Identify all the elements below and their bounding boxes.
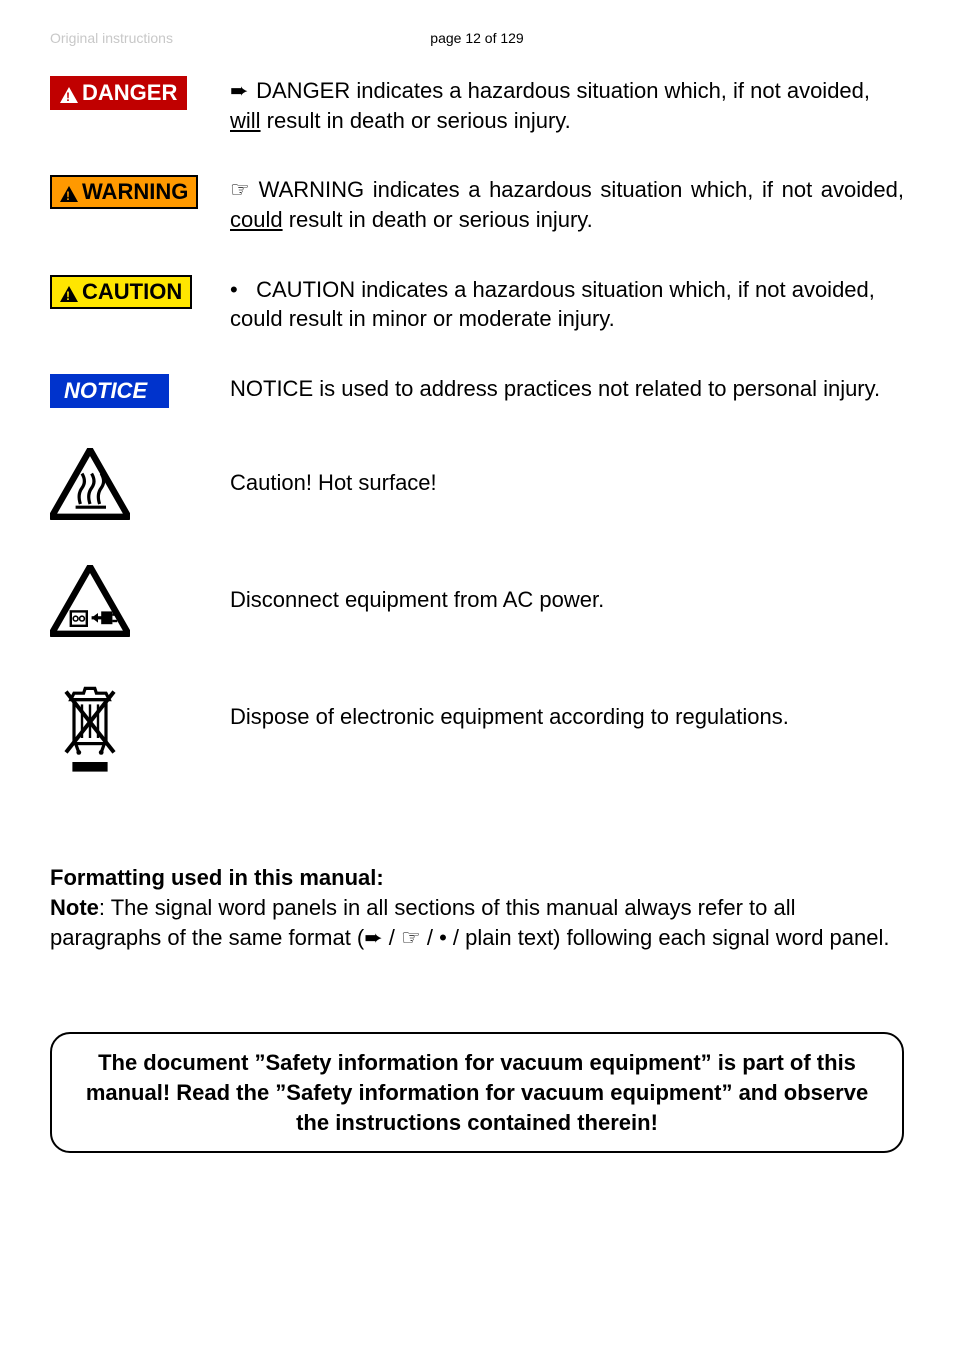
footer-safety-box: The document ”Safety information for vac… bbox=[50, 1032, 904, 1153]
panel-label: CAUTION bbox=[82, 279, 182, 305]
signal-row: NOTICE NOTICE is used to address practice… bbox=[50, 374, 904, 408]
signal-word-panel: NOTICE bbox=[50, 374, 169, 408]
header-left: Original instructions bbox=[50, 30, 173, 46]
exclamation-icon: ! bbox=[66, 289, 70, 303]
symbol-icon-col bbox=[50, 448, 230, 525]
signal-row: ! DANGER ➨ DANGER indicates a hazardous si… bbox=[50, 76, 904, 135]
note-label: Note bbox=[50, 895, 99, 920]
hot-surface-icon bbox=[50, 448, 130, 520]
signal-text: ➨ DANGER indicates a hazardous situation… bbox=[230, 76, 904, 135]
exclamation-icon: ! bbox=[66, 90, 70, 104]
text-underlined: will bbox=[230, 108, 261, 133]
signal-row: ! CAUTION • CAUTION indicates a hazardous … bbox=[50, 275, 904, 334]
text-post: result in death or serious injury. bbox=[283, 207, 593, 232]
bullet-icon: ☞ bbox=[230, 175, 250, 205]
text-post: result in death or serious injury. bbox=[261, 108, 571, 133]
bullet-icon: • bbox=[230, 275, 250, 305]
text-pre: DANGER indicates a hazardous situation w… bbox=[256, 78, 870, 103]
panel-icon-col: ! CAUTION bbox=[50, 275, 230, 309]
text-pre: NOTICE is used to address practices not … bbox=[230, 376, 880, 401]
warning-triangle-icon: ! bbox=[60, 286, 78, 302]
text-pre: CAUTION indicates a hazardous situation … bbox=[230, 277, 875, 332]
signal-word-panel: ! WARNING bbox=[50, 175, 198, 209]
panel-icon-col: ! DANGER bbox=[50, 76, 230, 110]
weee-bin-icon bbox=[50, 682, 130, 778]
formatting-section: Formatting used in this manual: Note: Th… bbox=[50, 863, 904, 952]
symbol-text: Disconnect equipment from AC power. bbox=[230, 565, 904, 615]
panel-label: NOTICE bbox=[64, 378, 147, 404]
page-header: Original instructions page 12 of 129 bbox=[50, 30, 904, 46]
symbol-row: Caution! Hot surface! bbox=[50, 448, 904, 525]
warning-triangle-icon: ! bbox=[60, 186, 78, 202]
panel-label: WARNING bbox=[82, 179, 188, 205]
symbol-icon-col bbox=[50, 682, 230, 783]
exclamation-icon: ! bbox=[66, 189, 70, 203]
panel-label: DANGER bbox=[82, 80, 177, 106]
symbol-row: Disconnect equipment from AC power. bbox=[50, 565, 904, 642]
panel-icon-col: NOTICE bbox=[50, 374, 230, 408]
signal-word-panel: ! DANGER bbox=[50, 76, 187, 110]
bullet-icon: ➨ bbox=[230, 76, 250, 106]
text-pre: WARNING indicates a hazardous situation … bbox=[259, 177, 904, 202]
signal-text: ☞ WARNING indicates a hazardous situatio… bbox=[230, 175, 904, 234]
symbol-text: Caution! Hot surface! bbox=[230, 448, 904, 498]
signal-row: ! WARNING ☞ WARNING indicates a hazardous … bbox=[50, 175, 904, 234]
formatting-heading: Formatting used in this manual: bbox=[50, 865, 384, 890]
signal-text: NOTICE is used to address practices not … bbox=[230, 374, 904, 404]
symbol-icon-col bbox=[50, 565, 230, 642]
panel-icon-col: ! WARNING bbox=[50, 175, 230, 209]
header-center: page 12 of 129 bbox=[430, 30, 523, 46]
signal-text: • CAUTION indicates a hazardous situatio… bbox=[230, 275, 904, 334]
symbol-text: Dispose of electronic equipment accordin… bbox=[230, 682, 904, 732]
text-underlined: could bbox=[230, 207, 283, 232]
disconnect-power-icon bbox=[50, 565, 130, 637]
note-text: : The signal word panels in all sections… bbox=[50, 895, 890, 950]
signal-word-panel: ! CAUTION bbox=[50, 275, 192, 309]
symbol-row: Dispose of electronic equipment accordin… bbox=[50, 682, 904, 783]
warning-triangle-icon: ! bbox=[60, 87, 78, 103]
